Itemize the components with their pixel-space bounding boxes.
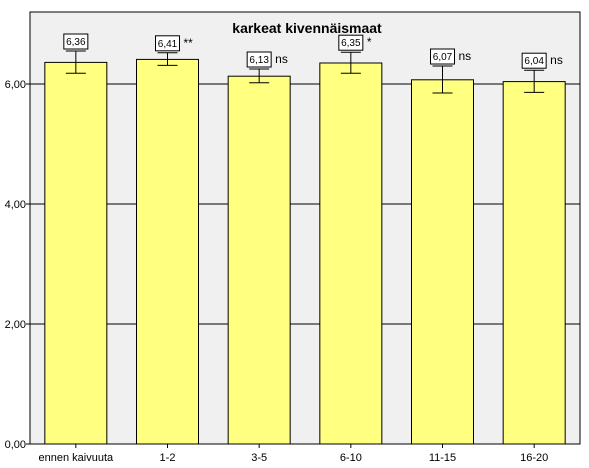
- x-tick-label: ennen kaivuuta: [39, 452, 114, 464]
- data-label: 6,41: [158, 39, 178, 50]
- bar: [44, 61, 108, 445]
- x-tick-label: 11-15: [429, 452, 456, 464]
- data-label: 6,35: [341, 38, 361, 49]
- data-label-box: [155, 35, 180, 52]
- x-tick-label: 16-20: [520, 452, 548, 464]
- plot-area: [29, 11, 581, 445]
- significance-label: *: [367, 35, 372, 49]
- data-label: 6,04: [524, 56, 544, 67]
- chart-title: karkeat kivennäismaat: [232, 20, 382, 36]
- axes: 0,00 2,00 4,00 6,00 ennen kaivuuta 1-2 3-5 6-10…: [5, 79, 549, 464]
- data-label-box: [338, 34, 364, 51]
- x-tick-label: 3-5: [251, 452, 267, 464]
- significance-label: **: [184, 36, 194, 50]
- bar: [411, 79, 474, 445]
- gridlines: [30, 83, 580, 325]
- bar: [319, 62, 383, 445]
- y-tick-label: 0,00: [5, 439, 26, 451]
- bar: [502, 81, 566, 445]
- y-tick-label: 2,00: [5, 319, 26, 331]
- significance-label: ns: [275, 52, 288, 66]
- significance-label: ns: [459, 49, 472, 63]
- bar: [227, 75, 291, 445]
- x-tick-label: 6-10: [340, 452, 362, 464]
- x-tick-label: 1-2: [160, 452, 176, 464]
- bars: 6,36 6,41 ** 6,13 ns 6,35 * 6,07 ns 6,04 ns: [44, 33, 566, 445]
- data-label-box: [246, 51, 272, 68]
- data-label-box: [430, 48, 455, 65]
- data-label: 6,36: [66, 37, 86, 48]
- y-tick-label: 4,00: [5, 199, 26, 211]
- data-label: 6,13: [249, 55, 269, 66]
- data-label-box: [521, 52, 547, 69]
- y-tick-label: 6,00: [5, 79, 26, 91]
- data-label: 6,07: [433, 52, 453, 63]
- data-label-box: [63, 33, 89, 50]
- significance-label: ns: [550, 53, 563, 67]
- bar: [136, 58, 199, 445]
